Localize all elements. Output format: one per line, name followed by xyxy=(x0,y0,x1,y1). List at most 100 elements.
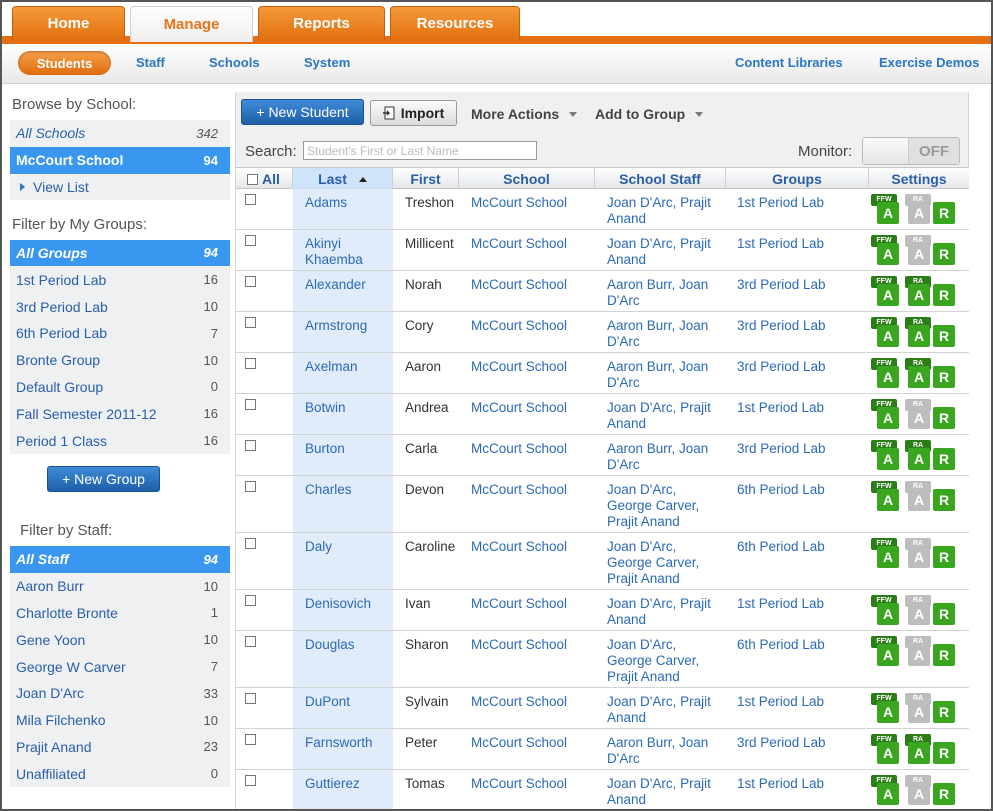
ra-a-badge[interactable]: A xyxy=(908,701,930,723)
cell-school[interactable]: McCourt School xyxy=(471,482,568,497)
ffw-a-badge[interactable]: A xyxy=(877,284,899,306)
row-checkbox[interactable] xyxy=(245,358,256,369)
ra-a-badge[interactable]: A xyxy=(908,448,930,470)
r-badge[interactable]: R xyxy=(933,407,955,429)
staff-item[interactable]: Joan D'Arc 33 xyxy=(10,680,230,707)
col-first[interactable]: First xyxy=(393,168,459,190)
cell-last[interactable]: Adams xyxy=(293,189,393,229)
subnav-system[interactable]: System xyxy=(304,55,351,70)
cell-group[interactable]: 1st Period Lab xyxy=(737,694,825,709)
ra-a-badge[interactable]: A xyxy=(908,284,930,306)
row-checkbox[interactable] xyxy=(245,317,256,328)
cell-school[interactable]: McCourt School xyxy=(471,277,568,292)
subnav-staff[interactable]: Staff xyxy=(136,55,165,70)
cell-staff[interactable]: Aaron Burr, Joan D'Arc xyxy=(607,441,709,472)
col-groups[interactable]: Groups xyxy=(726,168,869,190)
cell-group[interactable]: 1st Period Lab xyxy=(737,400,825,415)
r-badge[interactable]: R xyxy=(933,783,955,805)
cell-school[interactable]: McCourt School xyxy=(471,539,568,554)
ra-a-badge[interactable]: A xyxy=(908,489,930,511)
staff-item[interactable]: Unaffiliated 0 xyxy=(10,760,230,787)
staff-item[interactable]: George W Carver 7 xyxy=(10,653,230,680)
cell-staff[interactable]: Joan D'Arc, George Carver, Prajit Anand xyxy=(607,539,700,586)
cell-staff[interactable]: Joan D'Arc, George Carver, Prajit Anand xyxy=(607,637,700,684)
staff-item[interactable]: Mila Filchenko 10 xyxy=(10,707,230,734)
cell-last[interactable]: Axelman xyxy=(293,353,393,393)
ra-a-badge[interactable]: A xyxy=(908,603,930,625)
cell-school[interactable]: McCourt School xyxy=(471,637,568,652)
cell-staff[interactable]: Aaron Burr, Joan D'Arc xyxy=(607,359,709,390)
select-all-checkbox[interactable] xyxy=(247,173,258,185)
group-item[interactable]: 6th Period Lab 7 xyxy=(10,320,230,347)
row-checkbox[interactable] xyxy=(245,235,256,246)
row-checkbox[interactable] xyxy=(245,194,256,205)
tab-resources[interactable]: Resources xyxy=(390,6,520,40)
r-badge[interactable]: R xyxy=(933,701,955,723)
row-checkbox[interactable] xyxy=(245,636,256,647)
row-checkbox[interactable] xyxy=(245,538,256,549)
cell-school[interactable]: McCourt School xyxy=(471,776,568,791)
ffw-a-badge[interactable]: A xyxy=(877,325,899,347)
row-checkbox[interactable] xyxy=(245,481,256,492)
r-badge[interactable]: R xyxy=(933,742,955,764)
new-group-button[interactable]: + New Group xyxy=(47,465,160,492)
cell-last[interactable]: Douglas xyxy=(293,631,393,687)
row-checkbox[interactable] xyxy=(245,595,256,606)
select-all-header[interactable]: All xyxy=(236,168,293,190)
subnav-content-libraries[interactable]: Content Libraries xyxy=(735,55,843,70)
cell-staff[interactable]: Joan D'Arc, Prajit Anand xyxy=(607,776,711,807)
ra-a-badge[interactable]: A xyxy=(908,366,930,388)
ra-a-badge[interactable]: A xyxy=(908,325,930,347)
cell-last[interactable]: Daly xyxy=(293,533,393,589)
ffw-a-badge[interactable]: A xyxy=(877,783,899,805)
r-badge[interactable]: R xyxy=(933,448,955,470)
ffw-a-badge[interactable]: A xyxy=(877,407,899,429)
cell-group[interactable]: 3rd Period Lab xyxy=(737,277,826,292)
cell-group[interactable]: 1st Period Lab xyxy=(737,596,825,611)
cell-staff[interactable]: Joan D'Arc, Prajit Anand xyxy=(607,195,711,226)
school-item[interactable]: McCourt School 94 xyxy=(10,146,230,174)
cell-school[interactable]: McCourt School xyxy=(471,236,568,251)
ffw-a-badge[interactable]: A xyxy=(877,742,899,764)
cell-staff[interactable]: Aaron Burr, Joan D'Arc xyxy=(607,318,709,349)
group-item[interactable]: Period 1 Class 16 xyxy=(10,427,230,454)
cell-last[interactable]: Guttierez xyxy=(293,770,393,809)
ffw-a-badge[interactable]: A xyxy=(877,243,899,265)
cell-last[interactable]: Botwin xyxy=(293,394,393,434)
ra-a-badge[interactable]: A xyxy=(908,783,930,805)
ffw-a-badge[interactable]: A xyxy=(877,489,899,511)
r-badge[interactable]: R xyxy=(933,603,955,625)
staff-item[interactable]: Prajit Anand 23 xyxy=(10,734,230,761)
row-checkbox[interactable] xyxy=(245,775,256,786)
group-item[interactable]: Default Group 0 xyxy=(10,374,230,401)
cell-group[interactable]: 6th Period Lab xyxy=(737,482,825,497)
r-badge[interactable]: R xyxy=(933,546,955,568)
tab-manage[interactable]: Manage xyxy=(130,6,253,42)
cell-staff[interactable]: Aaron Burr, Joan D'Arc xyxy=(607,735,709,766)
cell-last[interactable]: Armstrong xyxy=(293,312,393,352)
cell-last[interactable]: Charles xyxy=(293,476,393,532)
ra-a-badge[interactable]: A xyxy=(908,243,930,265)
cell-last[interactable]: Denisovich xyxy=(293,590,393,630)
cell-group[interactable]: 3rd Period Lab xyxy=(737,359,826,374)
ra-a-badge[interactable]: A xyxy=(908,407,930,429)
cell-school[interactable]: McCourt School xyxy=(471,318,568,333)
cell-group[interactable]: 6th Period Lab xyxy=(737,539,825,554)
ra-a-badge[interactable]: A xyxy=(908,202,930,224)
cell-school[interactable]: McCourt School xyxy=(471,400,568,415)
cell-group[interactable]: 3rd Period Lab xyxy=(737,735,826,750)
group-item[interactable]: 3rd Period Lab 10 xyxy=(10,293,230,320)
add-to-group-menu[interactable]: Add to Group xyxy=(595,106,704,122)
cell-school[interactable]: McCourt School xyxy=(471,195,568,210)
cell-group[interactable]: 1st Period Lab xyxy=(737,236,825,251)
ffw-a-badge[interactable]: A xyxy=(877,603,899,625)
group-item[interactable]: 1st Period Lab 16 xyxy=(10,266,230,293)
cell-last[interactable]: DuPont xyxy=(293,688,393,728)
cell-staff[interactable]: Aaron Burr, Joan D'Arc xyxy=(607,277,709,308)
staff-item[interactable]: Charlotte Bronte 1 xyxy=(10,600,230,627)
cell-school[interactable]: McCourt School xyxy=(471,441,568,456)
ra-a-badge[interactable]: A xyxy=(908,546,930,568)
r-badge[interactable]: R xyxy=(933,284,955,306)
group-item[interactable]: All Groups 94 xyxy=(10,239,230,267)
cell-last[interactable]: Burton xyxy=(293,435,393,475)
